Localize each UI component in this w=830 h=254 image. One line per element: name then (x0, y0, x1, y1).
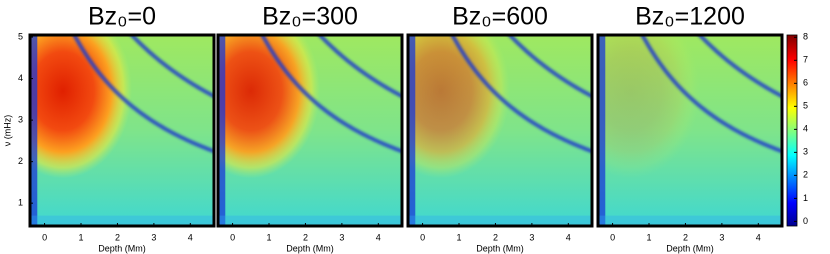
colorbar (786, 34, 798, 227)
x-tick-label: 0 (420, 232, 425, 242)
ridge (317, 35, 402, 99)
x-tick-label: 4 (566, 232, 571, 242)
x-tick-label: 1 (79, 232, 84, 242)
y-tick-label: 1 (18, 198, 23, 208)
y-tick-label: 5 (18, 31, 23, 41)
low-floor (598, 215, 782, 226)
heatmap (598, 35, 782, 226)
panel-title: Bz₀=0 (88, 3, 156, 31)
heat-region (30, 35, 132, 179)
y-tick-label: 3 (18, 114, 23, 124)
panel-title: Bz₀=600 (452, 3, 548, 31)
colorbar-tick-label: 5 (803, 101, 808, 111)
ridge (72, 35, 214, 154)
x-tick-label: 3 (339, 232, 344, 242)
low-floor (408, 215, 592, 226)
ridge (129, 35, 214, 99)
low-strip (30, 35, 38, 226)
x-axis-label: Depth (Mm) (666, 243, 714, 253)
panel-frame (406, 33, 594, 228)
panel-frame (596, 33, 784, 228)
x-tick-label: 0 (42, 232, 47, 242)
x-tick-label: 0 (230, 232, 235, 242)
x-tick-label: 0 (610, 232, 615, 242)
ridge (507, 35, 592, 99)
x-axis-label: Depth (Mm) (476, 243, 524, 253)
heatmap (218, 35, 402, 226)
x-tick-label: 1 (647, 232, 652, 242)
x-tick-label: 2 (303, 232, 308, 242)
panel-title: Bz₀=300 (262, 3, 358, 31)
x-tick-label: 4 (756, 232, 761, 242)
x-tick-label: 2 (683, 232, 688, 242)
colorbar-tick-label: 6 (803, 78, 808, 88)
panel-frame (216, 33, 404, 228)
x-tick-label: 3 (151, 232, 156, 242)
y-tick-label: 4 (18, 73, 23, 83)
x-tick-label: 4 (188, 232, 193, 242)
colorbar-tick-label: 1 (803, 193, 808, 203)
low-strip (218, 35, 226, 226)
x-tick-label: 4 (376, 232, 381, 242)
ridge (640, 35, 782, 154)
x-tick-label: 3 (719, 232, 724, 242)
x-tick-label: 3 (529, 232, 534, 242)
ridge (260, 35, 402, 154)
x-tick-label: 2 (115, 232, 120, 242)
x-tick-label: 1 (457, 232, 462, 242)
ridge (697, 35, 782, 99)
heatmap (408, 35, 592, 226)
colorbar-tick-label: 0 (803, 216, 808, 226)
x-axis-label: Depth (Mm) (98, 243, 146, 253)
heat-region (218, 35, 320, 179)
panel-title: Bz₀=1200 (635, 3, 745, 31)
colorbar-tick-label: 4 (803, 124, 808, 134)
heat-region (408, 35, 510, 179)
colorbar-tick-label: 2 (803, 170, 808, 180)
ridge (450, 35, 592, 154)
low-floor (30, 215, 214, 226)
low-floor (218, 215, 402, 226)
colorbar-tick-label: 3 (803, 147, 808, 157)
x-tick-label: 2 (493, 232, 498, 242)
heatmap (30, 35, 214, 226)
low-strip (598, 35, 606, 226)
colorbar-tick-label: 8 (803, 32, 808, 42)
y-tick-label: 2 (18, 156, 23, 166)
low-strip (408, 35, 416, 226)
heat-region (598, 35, 700, 179)
x-axis-label: Depth (Mm) (286, 243, 334, 253)
colorbar-tick-label: 7 (803, 55, 808, 65)
y-axis-label: ν (mHz) (2, 115, 12, 147)
x-tick-label: 1 (267, 232, 272, 242)
panel-frame (28, 33, 216, 228)
